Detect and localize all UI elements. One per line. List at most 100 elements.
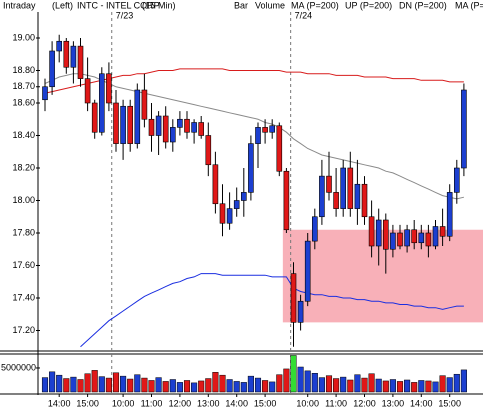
x-tick-label: 15:00 (76, 398, 99, 408)
header-label: (15-Min) (142, 0, 176, 10)
x-tick-label: 13:00 (197, 398, 220, 408)
volume-bar (311, 373, 318, 393)
candle-body (141, 89, 148, 120)
candle-body (461, 89, 467, 169)
volume-bar (63, 378, 70, 393)
y-tick-label: 17.60 (12, 260, 35, 270)
volume-tick-label: 5000000 (1, 362, 36, 372)
candle-body (233, 200, 240, 209)
volume-bar (141, 377, 148, 393)
volume-bar (389, 379, 396, 393)
candle-body (361, 183, 368, 218)
volume-bar (112, 372, 120, 393)
x-tick-label: 14:00 (48, 398, 71, 408)
legend-entry: DN (P=200) (399, 0, 447, 10)
volume-bar (240, 382, 247, 393)
legend-entry: UP (P=200) (345, 0, 392, 10)
volume-bar (425, 380, 432, 393)
x-tick-label: 13:00 (382, 398, 405, 408)
candle-body (262, 127, 268, 133)
volume-bar (247, 375, 254, 393)
candle-body (70, 45, 77, 68)
candle-body (177, 118, 183, 128)
candle-body (134, 89, 141, 144)
candle-body (91, 102, 98, 133)
candle-body (347, 167, 354, 209)
volume-bar (368, 373, 375, 393)
header-label: INTC - INTEL CORP (77, 0, 160, 10)
volume-bar (297, 366, 304, 393)
volume-bar (176, 382, 183, 393)
volume-bar (290, 355, 297, 393)
volume-bar (41, 377, 49, 393)
x-tick-label: 14:00 (225, 398, 248, 408)
x-tick-label: 14:00 (410, 398, 433, 408)
candle-body (198, 122, 204, 136)
volume-bar (134, 374, 141, 393)
volume-bar (84, 373, 91, 393)
volume-bar (212, 372, 219, 393)
candle-body (191, 122, 197, 133)
x-tick-label: 11:00 (141, 398, 163, 408)
volume-bar (382, 380, 389, 393)
volume-bar (283, 368, 290, 393)
volume-bar (198, 380, 205, 393)
y-tick-label: 18.80 (12, 65, 35, 75)
volume-bar (404, 379, 411, 393)
candle-body (319, 175, 325, 218)
y-tick-label: 18.20 (12, 162, 35, 172)
indicator-line (44, 73, 465, 200)
candle-body (56, 40, 63, 52)
y-tick-label: 17.20 (12, 325, 35, 335)
indicator-line (80, 273, 464, 348)
y-tick-label: 19.00 (12, 32, 35, 42)
candle-body (283, 170, 290, 231)
candle-body (77, 45, 84, 79)
candle-body (432, 226, 439, 247)
candle-body (411, 229, 418, 244)
session-label: 7/24 (295, 10, 313, 20)
candle-body (148, 118, 155, 136)
candle-body (248, 143, 254, 193)
y-tick-label: 17.40 (12, 292, 35, 302)
candle-body (425, 232, 432, 247)
candle-body (390, 232, 396, 250)
highlight-zone (282, 229, 483, 323)
volume-bar (205, 378, 212, 393)
candle-body (155, 115, 162, 136)
volume-bar (446, 377, 453, 393)
candle-body (297, 300, 304, 323)
volume-bar (276, 374, 283, 393)
candle-body (255, 127, 261, 144)
volume-bar (325, 375, 333, 393)
volume-bar (347, 379, 354, 393)
volume-bar (269, 381, 276, 393)
candle-body (84, 78, 91, 104)
x-tick-label: 10:00 (296, 398, 319, 408)
candle-body (382, 219, 389, 250)
y-tick-label: 18.40 (12, 130, 35, 140)
y-tick-label: 18.60 (12, 97, 35, 107)
candle-body (368, 216, 375, 247)
volume-bar (183, 380, 191, 393)
y-tick-label: 18.70 (12, 81, 35, 91)
x-tick-label: 15:00 (438, 398, 461, 408)
y-tick-label: 18.00 (12, 195, 35, 205)
volume-bar (354, 374, 361, 393)
header-label: Bar (234, 0, 248, 10)
volume-bar (98, 376, 105, 393)
volume-bar (233, 381, 240, 393)
volume-bar (439, 375, 446, 393)
candle-body (205, 135, 212, 166)
candle-body (99, 73, 105, 133)
candle-body (446, 192, 453, 237)
candle-body (354, 183, 361, 209)
candle-body (241, 192, 247, 201)
volume-bar (169, 379, 176, 393)
volume-bar (120, 375, 127, 393)
volume-bar (162, 381, 169, 393)
volume-bar (340, 376, 347, 393)
volume-bar (418, 380, 425, 393)
candle-body (42, 86, 48, 101)
